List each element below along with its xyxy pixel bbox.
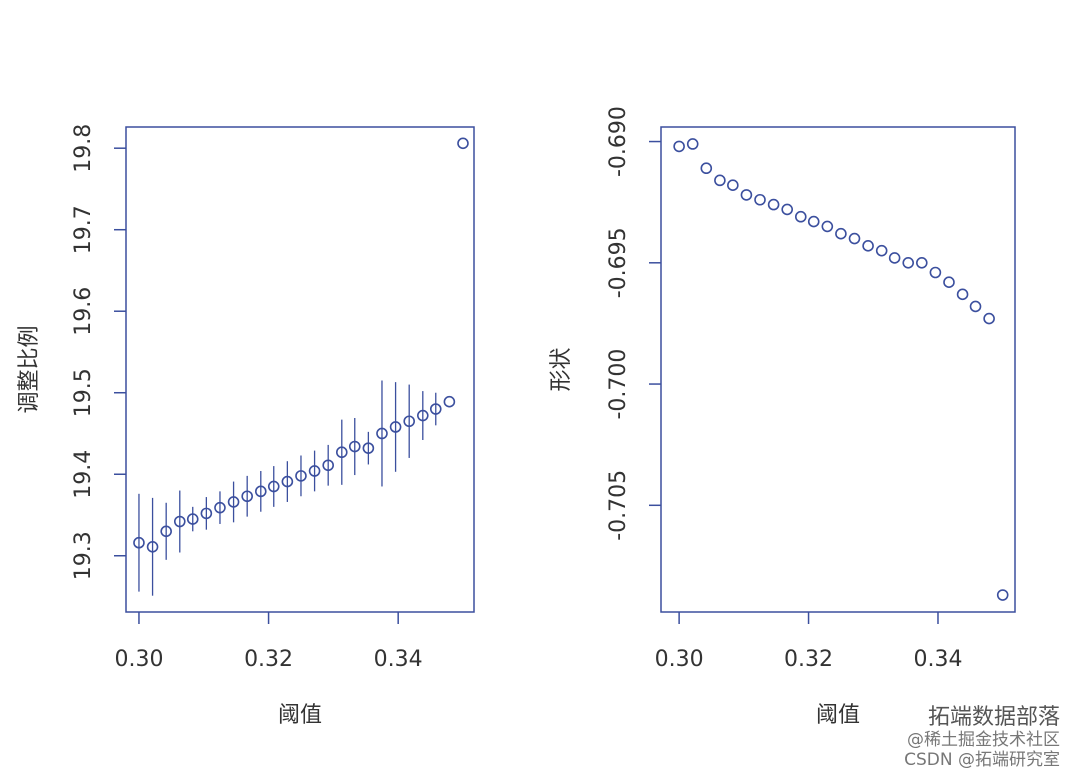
point [996,589,1009,601]
point [781,203,793,216]
point [875,244,888,257]
point [362,442,375,454]
point [429,403,442,415]
y-tick-label: 19.3 [71,531,96,580]
point [673,140,685,153]
y-tick-label: 19.7 [71,205,96,254]
point [322,459,334,472]
x-tick-label: 0.32 [784,647,833,672]
point [835,227,847,240]
x-tick-label: 0.34 [374,647,423,672]
point [943,276,955,289]
point [443,395,456,408]
point [767,198,780,211]
y-tick-label: 19.8 [71,124,96,173]
point [929,266,942,279]
watermark: 拓端数据部落 [928,705,1060,730]
point [227,496,240,508]
watermark: CSDN @拓端研究室 [904,750,1060,770]
x-tick-label: 0.34 [913,647,962,672]
point [348,440,361,453]
point [308,465,321,477]
point [956,288,969,301]
point [295,470,307,482]
point [133,536,145,549]
y-tick-label: -0.705 [606,470,631,541]
point [376,427,388,440]
point [457,137,469,150]
point [916,256,928,269]
point [740,189,753,201]
x-tick-label: 0.30 [655,647,704,672]
y-tick-label: -0.695 [606,227,631,298]
x-axis-label: 阈值 [278,703,322,728]
y-tick-label: 19.6 [71,287,96,336]
point [888,252,901,264]
point [754,193,766,206]
point [254,485,267,498]
point [902,256,915,269]
point [146,540,159,553]
point [714,174,726,187]
point [794,210,807,223]
point [200,507,213,520]
point [807,215,820,228]
point [727,179,739,191]
point [821,220,834,233]
point [403,415,415,428]
x-axis-label: 阈值 [816,703,860,728]
y-tick-label: -0.700 [606,349,631,420]
x-tick-label: 0.32 [244,647,293,672]
point [417,409,429,422]
plot-frame [125,126,475,613]
point [241,490,253,503]
point [969,300,982,313]
point [281,475,294,488]
point [335,446,348,459]
point [983,312,995,325]
point [186,513,199,525]
point [848,232,861,245]
point [267,480,280,493]
watermark: @稀土掘金技术社区 [907,730,1060,750]
point [862,240,874,252]
plot-frame [660,126,1016,613]
point [160,525,172,538]
x-tick-label: 0.30 [114,647,163,672]
point [389,421,402,433]
y-axis-label: 调整比例 [17,325,42,413]
point [700,162,713,175]
y-axis-label: 形状 [549,347,574,391]
y-tick-label: 19.5 [71,368,96,417]
point [173,515,186,528]
y-tick-label: 19.4 [71,450,96,499]
point [686,138,699,150]
y-tick-label: -0.690 [606,106,631,177]
point [214,501,226,514]
